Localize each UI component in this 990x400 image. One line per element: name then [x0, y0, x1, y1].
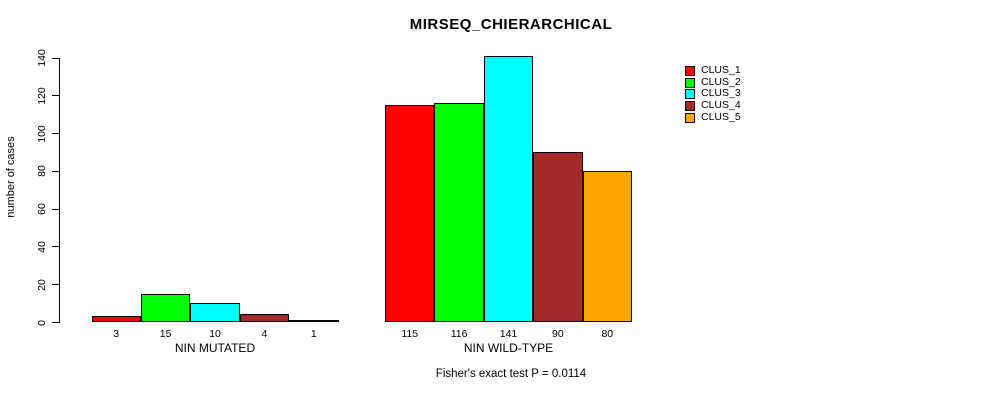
bar-value-label: 90	[552, 328, 564, 340]
legend-label: CLUS_3	[701, 87, 741, 100]
category-label: NIN WILD-TYPE	[463, 341, 554, 355]
bar	[92, 316, 141, 322]
bar-value-label: 10	[209, 328, 221, 340]
bar-value-label: 141	[499, 328, 518, 340]
y-tick-label: 120	[36, 87, 48, 105]
bar-value-label: 4	[261, 328, 268, 340]
bar	[434, 103, 484, 322]
y-tick	[52, 133, 59, 135]
bar	[190, 303, 240, 322]
y-tick	[52, 208, 59, 210]
category-label: NIN MUTATED	[174, 341, 256, 355]
legend-swatch	[685, 112, 695, 123]
y-tick-label: 0	[36, 319, 48, 326]
legend-swatch	[685, 77, 695, 88]
y-axis-title: number of cases	[5, 136, 17, 218]
y-tick	[52, 170, 59, 172]
legend-label: CLUS_5	[701, 110, 741, 123]
y-tick-label: 20	[36, 278, 48, 291]
legend-label: CLUS_1	[701, 64, 741, 76]
legend-swatch	[685, 89, 695, 100]
y-axis-line	[59, 57, 60, 323]
bar-value-label: 3	[113, 328, 120, 340]
bar	[385, 105, 434, 322]
y-tick	[52, 57, 59, 59]
legend-swatch	[685, 101, 695, 112]
y-tick	[52, 95, 59, 97]
annotation-text: Fisher's exact test P = 0.0114	[435, 368, 587, 380]
bar-value-label: 1	[310, 328, 317, 340]
bar	[484, 56, 533, 322]
bar	[240, 314, 289, 322]
bar	[141, 294, 190, 322]
legend-label: CLUS_4	[701, 99, 741, 112]
y-tick-label: 60	[36, 203, 48, 215]
bar-value-label: 116	[450, 328, 468, 340]
bar-value-label: 80	[601, 328, 614, 340]
y-tick-label: 80	[36, 165, 48, 178]
chart-title: MIRSEQ_CHIERARCHICAL	[409, 16, 613, 33]
bar-value-label: 115	[401, 328, 419, 340]
y-tick-label: 140	[36, 49, 48, 67]
y-tick-label: 40	[36, 241, 48, 253]
y-tick	[52, 322, 59, 323]
bar	[289, 320, 339, 322]
bar	[533, 152, 583, 322]
bar-value-label: 15	[159, 328, 172, 340]
bar	[583, 171, 632, 322]
y-tick-label: 100	[36, 124, 48, 143]
y-tick	[52, 284, 59, 286]
legend-label: CLUS_2	[701, 75, 741, 88]
y-tick	[52, 246, 59, 248]
legend-swatch	[685, 66, 695, 76]
